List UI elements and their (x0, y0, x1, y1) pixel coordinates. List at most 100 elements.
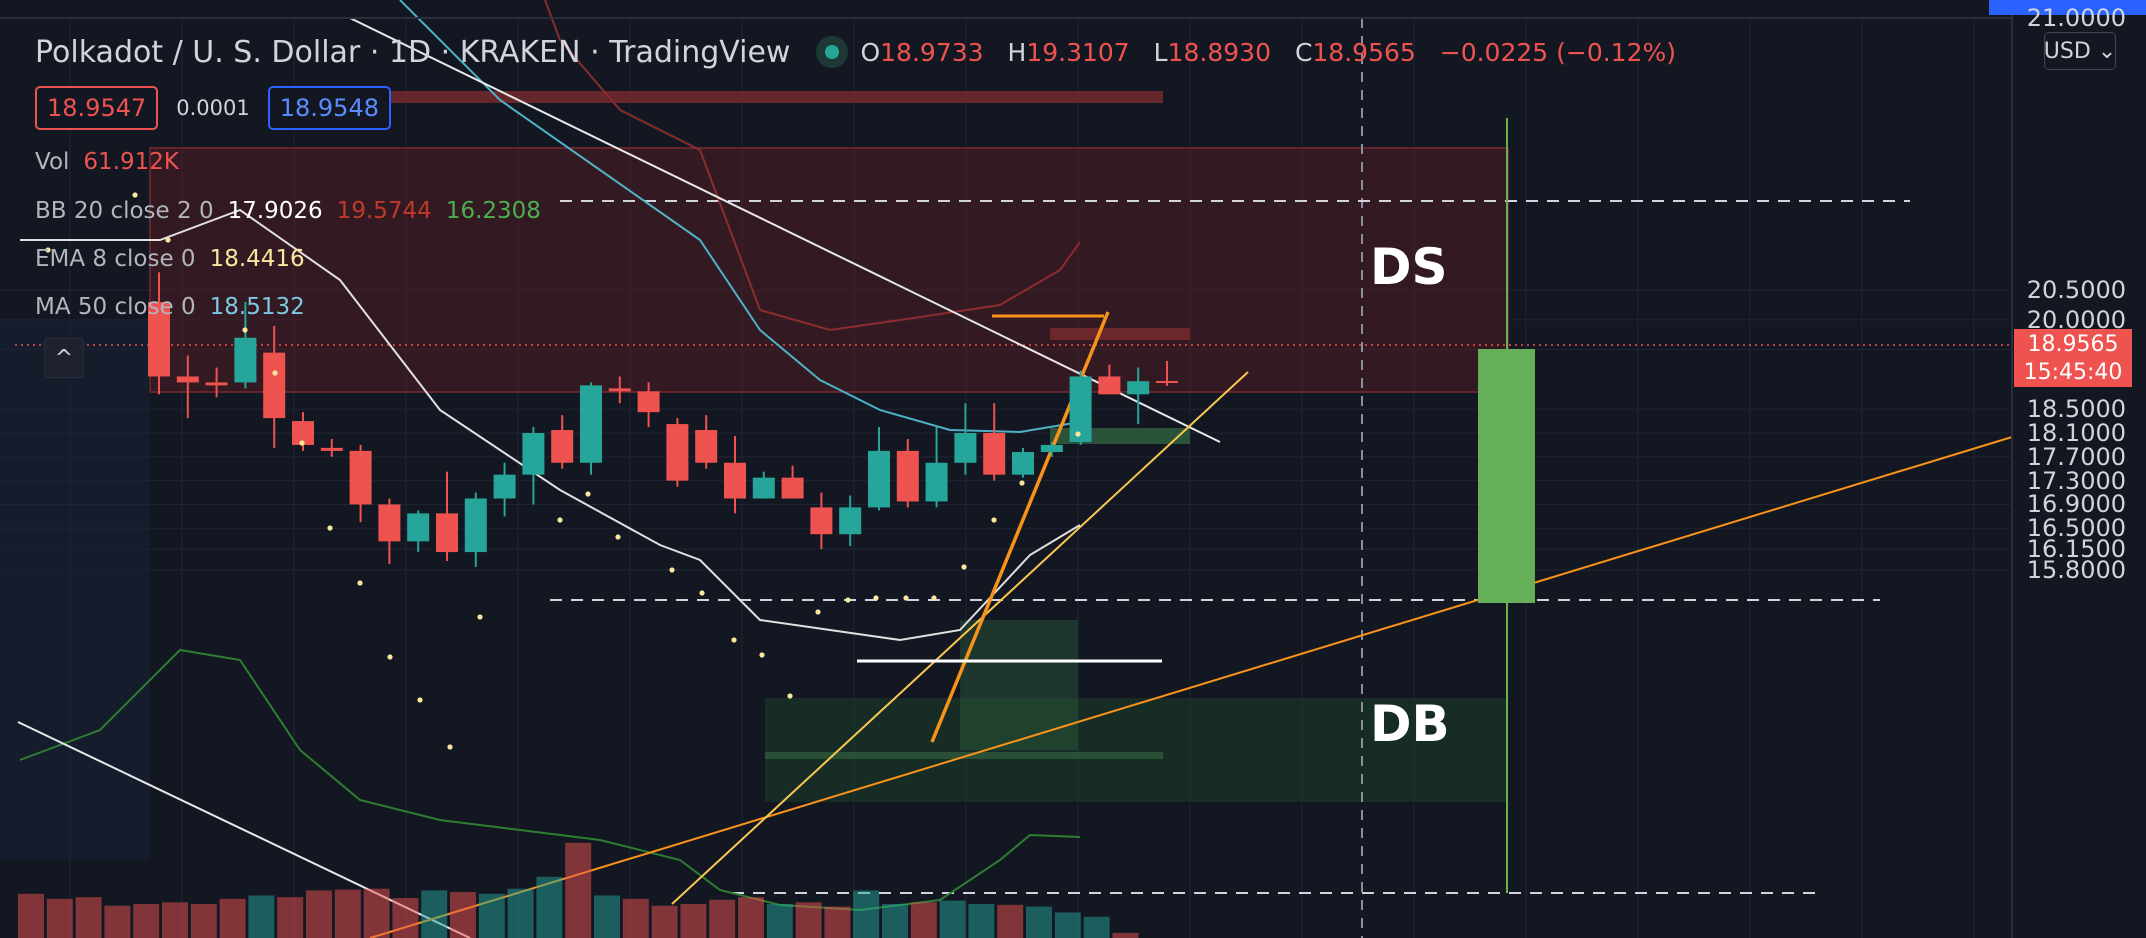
volume-legend[interactable]: Vol 61.912K (35, 144, 193, 180)
indicator-dot (272, 370, 278, 376)
candle-body[interactable] (954, 433, 977, 463)
interval[interactable]: 1D (388, 34, 432, 70)
candle-body[interactable] (522, 433, 545, 475)
candle-body[interactable] (983, 433, 1006, 475)
candle-body[interactable] (464, 498, 487, 553)
ema-legend[interactable]: EMA 8 close 0 18.4416 (35, 241, 319, 277)
indicator-dot (669, 567, 675, 573)
candle-body[interactable] (1098, 376, 1121, 395)
candle-body[interactable] (205, 382, 228, 386)
candle-body[interactable] (781, 477, 804, 499)
ema-legend-name: EMA 8 close 0 (35, 246, 196, 272)
volume-legend-value: 61.912K (83, 149, 179, 175)
title-separator: · (580, 34, 610, 70)
candle-body[interactable] (752, 477, 775, 499)
candle-body[interactable] (551, 430, 574, 463)
spread-value: 0.0001 (176, 96, 250, 120)
volume-bar (968, 904, 995, 938)
source: TradingView (609, 34, 791, 70)
candle-body[interactable] (637, 391, 660, 413)
candle-body[interactable] (148, 302, 170, 377)
ask-price-box[interactable]: 18.9548 (267, 86, 391, 130)
candle-body[interactable] (1040, 444, 1063, 453)
volume-bar (709, 899, 736, 938)
indicator-dot (845, 597, 851, 603)
bb-lower-value: 16.2308 (445, 198, 541, 224)
indicator-dot (299, 440, 305, 446)
indicator-dot (585, 491, 591, 497)
db-zone-inner (960, 620, 1078, 750)
ema-legend-value: 18.4416 (209, 246, 305, 272)
volume-bar (162, 902, 188, 938)
candle-body[interactable] (666, 424, 689, 481)
volume-bar (478, 893, 505, 938)
price-axis-label: 16.1500 (2026, 535, 2126, 564)
candle-body[interactable] (1156, 381, 1178, 384)
chevron-up-icon[interactable]: ^ (44, 338, 84, 378)
bid-price-box[interactable]: 18.9547 (35, 86, 159, 130)
candle-body[interactable] (176, 376, 199, 383)
volume-bar (450, 892, 476, 938)
candle-body[interactable] (896, 450, 919, 502)
indicator-dot (1075, 431, 1081, 437)
candle-body[interactable] (695, 430, 718, 463)
bb-legend[interactable]: BB 20 close 2 0 17.9026 19.5744 16.2308 (35, 193, 555, 229)
indicator-dot (815, 609, 821, 615)
candle-body[interactable] (868, 450, 890, 508)
candle-body[interactable] (810, 507, 833, 535)
candle-body[interactable] (1127, 381, 1150, 395)
volume-bar (853, 890, 880, 938)
price-axis-label: 16.9000 (2026, 490, 2126, 519)
indicator-dot (759, 652, 765, 658)
candle-body[interactable] (925, 462, 948, 502)
candle-body[interactable] (436, 513, 458, 553)
candle-body[interactable] (580, 385, 602, 463)
volume-bar (1026, 906, 1052, 938)
quote-boxes: 18.9547 0.0001 18.9548 (35, 86, 391, 130)
candle-body[interactable] (493, 474, 516, 499)
candle-body[interactable] (724, 462, 746, 499)
candle-body[interactable] (292, 421, 314, 445)
volume-bar (1054, 912, 1081, 938)
ma-legend[interactable]: MA 50 close 0 18.5132 (35, 289, 319, 325)
volume-bar (1083, 916, 1110, 938)
currency-selector[interactable]: USD ⌄ (2044, 32, 2116, 70)
candle-countdown: 15:45:40 (2023, 360, 2123, 385)
volume-bar (46, 898, 73, 938)
volume-bar (104, 905, 131, 938)
symbol-name[interactable]: Polkadot / U. S. Dollar (35, 34, 361, 70)
candle-body[interactable] (608, 388, 631, 392)
descending-trendline (349, 17, 1221, 443)
candle-body[interactable] (349, 450, 372, 505)
candle-body[interactable] (1012, 452, 1034, 475)
candle-body[interactable] (234, 337, 257, 383)
indicator-dot (477, 614, 483, 620)
bb-legend-name: BB 20 close 2 0 (35, 198, 214, 224)
orange-long-trendline (369, 436, 2013, 938)
last-price-value: 18.9565 (2027, 332, 2119, 357)
indicator-dot (132, 192, 138, 198)
candle-body[interactable] (839, 507, 862, 535)
price-axis-label: 18.1000 (2026, 419, 2126, 447)
chart-title-row[interactable]: Polkadot / U. S. Dollar · 1D · KRAKEN · … (35, 30, 1692, 74)
volume-bar (795, 902, 822, 938)
candle-body[interactable] (1069, 376, 1092, 442)
indicator-dot (447, 744, 453, 750)
volume-bar (133, 904, 160, 938)
candle-body[interactable] (320, 447, 343, 451)
candle-body[interactable] (378, 504, 401, 542)
indicator-dot (417, 697, 423, 703)
low-label: L (1153, 37, 1168, 67)
bb-lower-line (19, 648, 1081, 912)
position-target-box[interactable] (1478, 349, 1535, 603)
indicator-dot (903, 595, 909, 601)
bollinger-band-fill (0, 320, 150, 860)
ma-legend-value: 18.5132 (209, 294, 305, 320)
candle-body[interactable] (407, 513, 430, 542)
volume-bar (824, 906, 851, 938)
candle-body[interactable] (263, 352, 286, 419)
db-zone-line (765, 752, 1163, 759)
volume-bar (507, 888, 534, 938)
ds-zone-top-band (385, 91, 1163, 103)
